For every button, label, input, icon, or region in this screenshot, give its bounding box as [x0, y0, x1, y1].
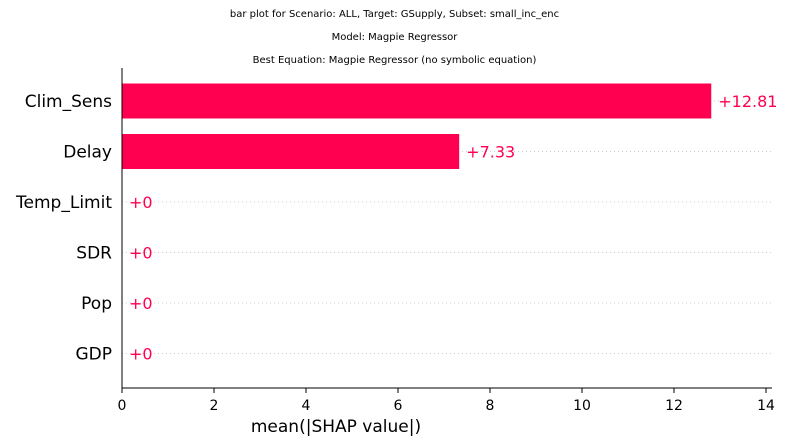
x-tick-label: 14 — [757, 398, 775, 414]
x-tick-label: 6 — [394, 398, 403, 414]
category-label: Temp_Limit — [15, 193, 112, 213]
label-layer: Clim_Sens +12.81 Delay +7.33 Temp_Limit +0 SDR… — [15, 92, 777, 365]
x-tick-label: 8 — [486, 398, 495, 414]
x-tick-label: 4 — [302, 398, 311, 414]
value-label: +0 — [129, 193, 153, 212]
category-label: Pop — [81, 294, 112, 314]
x-tick-label: 2 — [210, 398, 219, 414]
value-label: +0 — [129, 244, 153, 263]
chart-title-line-1: bar plot for Scenario: ALL, Target: GSup… — [229, 9, 560, 20]
chart-title-line-3: Best Equation: Magpie Regressor (no symb… — [252, 55, 537, 66]
category-label: Clim_Sens — [25, 92, 112, 112]
x-tick-label: 0 — [118, 398, 127, 414]
value-label: +0 — [129, 345, 153, 364]
x-axis-label: mean(|SHAP value|) — [251, 417, 421, 437]
category-label: Delay — [63, 143, 112, 163]
category-label: SDR — [76, 244, 112, 264]
x-tick-layer: 0 2 4 6 8 10 12 14 — [118, 388, 775, 414]
x-tick-label: 12 — [665, 398, 683, 414]
bar-delay — [122, 134, 460, 169]
category-label: GDP — [75, 345, 112, 365]
bar-clim-sens — [122, 83, 712, 119]
bar-layer — [122, 83, 712, 169]
value-label: +7.33 — [466, 143, 515, 162]
value-label: +0 — [129, 294, 153, 313]
value-label: +12.81 — [718, 92, 777, 111]
chart-title-line-2: Model: Magpie Regressor — [331, 32, 458, 43]
x-tick-label: 10 — [573, 398, 591, 414]
